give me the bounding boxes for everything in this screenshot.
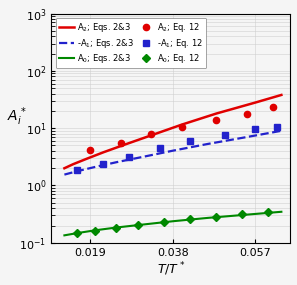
A$_0$; Eq. 12 [76,231,79,235]
A$_2$; Eq. 12 [271,106,274,109]
A$_2$; Eqs. 2&3 [180,123,183,127]
A$_0$; Eq. 12 [241,212,244,216]
Legend: A$_2$; Eqs. 2&3, -A$_1$; Eqs. 2&3, A$_0$; Eqs. 2&3, A$_2$; Eq. 12, -A$_1$; Eq. 1: A$_2$; Eqs. 2&3, -A$_1$; Eqs. 2&3, A$_0$… [56,18,206,68]
-A$_1$; Eq. 12 [254,128,257,131]
-A$_1$; Eq. 12 [275,125,279,129]
-A$_1$; Eq. 12 [128,155,131,158]
-A$_1$; Eq. 12 [223,134,227,137]
A$_2$; Eq. 12 [214,118,218,121]
-A$_1$; Eqs. 2&3 [76,170,79,173]
A$_2$; Eqs. 2&3 [214,112,218,115]
A$_0$; Eq. 12 [162,221,166,224]
-A$_1$; Eqs. 2&3 [141,155,144,159]
A$_0$; Eqs. 2&3 [115,226,118,229]
-A$_1$; Eqs. 2&3 [171,149,175,152]
A$_0$; Eqs. 2&3 [63,234,66,237]
-A$_1$; Eqs. 2&3 [245,135,249,139]
A$_0$; Eqs. 2&3 [76,231,79,235]
A$_0$; Eqs. 2&3 [171,219,175,223]
A$_2$; Eqs. 2&3 [84,157,88,161]
-A$_1$; Eq. 12 [102,162,105,165]
A$_0$; Eq. 12 [136,224,140,227]
-A$_1$; Eqs. 2&3 [206,142,209,146]
-A$_1$; Eqs. 2&3 [115,160,118,164]
-A$_1$; Eq. 12 [158,146,162,150]
A$_2$; Eq. 12 [180,125,183,129]
Line: -A$_1$; Eq. 12: -A$_1$; Eq. 12 [75,124,280,173]
A$_2$; Eq. 12 [245,112,249,115]
A$_2$; Eqs. 2&3 [102,150,105,154]
A$_0$; Eqs. 2&3 [206,216,209,220]
A$_0$; Eqs. 2&3 [141,223,144,226]
Line: A$_0$; Eqs. 2&3: A$_0$; Eqs. 2&3 [64,212,281,235]
-A$_1$; Eqs. 2&3 [279,129,283,133]
-A$_1$; Eqs. 2&3 [63,173,66,176]
A$_2$; Eq. 12 [89,148,92,152]
A$_2$; Eqs. 2&3 [254,101,257,104]
X-axis label: $T/T^*$: $T/T^*$ [157,260,185,278]
A$_0$; Eqs. 2&3 [245,213,249,216]
A$_2$; Eq. 12 [119,141,123,145]
Y-axis label: $A^*_i$: $A^*_i$ [7,105,26,128]
-A$_1$; Eq. 12 [76,168,79,172]
Line: -A$_1$; Eqs. 2&3: -A$_1$; Eqs. 2&3 [64,131,281,175]
A$_2$; Eq. 12 [149,132,153,135]
A$_2$; Eqs. 2&3 [149,134,153,137]
A$_2$; Eqs. 2&3 [71,162,75,166]
A$_2$; Eqs. 2&3 [63,166,66,170]
A$_2$; Eqs. 2&3 [123,143,127,146]
A$_2$; Eqs. 2&3 [279,93,283,97]
A$_0$; Eqs. 2&3 [279,210,283,213]
A$_0$; Eqs. 2&3 [93,229,97,232]
A$_0$; Eq. 12 [214,215,218,218]
A$_0$; Eq. 12 [267,210,270,213]
A$_0$; Eq. 12 [189,218,192,221]
A$_0$; Eq. 12 [93,229,97,232]
-A$_1$; Eqs. 2&3 [93,165,97,169]
A$_0$; Eq. 12 [115,226,118,230]
Line: A$_0$; Eq. 12: A$_0$; Eq. 12 [75,209,271,236]
Line: A$_2$; Eqs. 2&3: A$_2$; Eqs. 2&3 [64,95,281,168]
-A$_1$; Eq. 12 [189,139,192,142]
Line: A$_2$; Eq. 12: A$_2$; Eq. 12 [87,104,276,153]
